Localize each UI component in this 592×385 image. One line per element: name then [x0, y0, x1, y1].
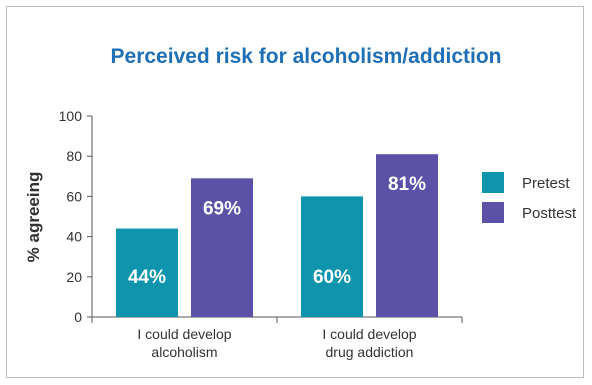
y-tick-label: 100: [59, 108, 83, 124]
bar-posttest-1: [376, 154, 438, 317]
legend-swatch-posttest: [482, 202, 504, 223]
data-label: 69%: [203, 198, 241, 219]
data-label: 60%: [313, 267, 351, 288]
bars: 44% 69% 60% 81%: [116, 154, 438, 317]
legend: Pretest Posttest: [482, 172, 577, 223]
bar-posttest-0: [191, 178, 253, 317]
x-tick-label: I could develop: [322, 326, 416, 342]
x-tick-label: I could develop: [137, 326, 231, 342]
y-tick-label: 0: [74, 309, 82, 325]
x-tick-label: drug addiction: [326, 344, 414, 360]
y-tick-label: 20: [66, 269, 82, 285]
data-label: 44%: [128, 267, 166, 288]
legend-label: Pretest: [522, 175, 570, 192]
legend-label: Posttest: [522, 205, 577, 222]
y-axis-label: % agreeing: [24, 172, 43, 263]
y-tick-label: 40: [66, 229, 82, 245]
x-tick-label: alcoholism: [151, 344, 217, 360]
y-tick-label: 80: [66, 148, 82, 164]
bar-pretest-0: [116, 228, 178, 317]
axes: 0 20 40 60 80 100 I could develop alcoholism I c…: [59, 108, 463, 360]
chart-title: Perceived risk for alcoholism/addiction: [111, 45, 502, 68]
bar-pretest-1: [301, 196, 363, 317]
legend-swatch-pretest: [482, 172, 504, 193]
data-label: 81%: [388, 174, 426, 195]
y-tick-label: 60: [66, 188, 82, 204]
